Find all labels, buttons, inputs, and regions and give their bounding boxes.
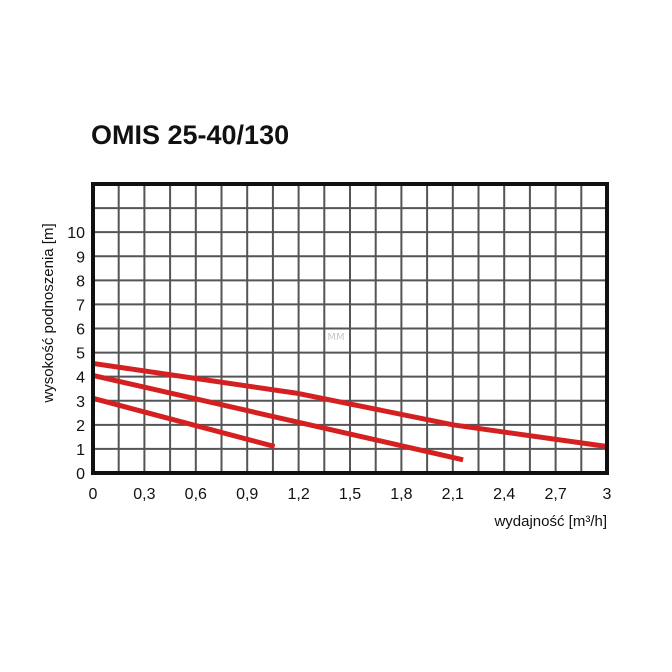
- x-tick-label: 0: [89, 486, 98, 503]
- x-tick-label: 0,6: [185, 486, 207, 503]
- series-line-1: [92, 395, 276, 449]
- x-tick-label: 1,8: [390, 486, 412, 503]
- x-tick-label: 2,7: [544, 486, 566, 503]
- x-tick-label: 0,3: [133, 486, 155, 503]
- y-tick-label: 8: [76, 273, 85, 290]
- y-tick-label: 7: [76, 297, 85, 314]
- y-tick-label: 4: [76, 370, 85, 387]
- watermark: MM: [327, 332, 344, 343]
- y-tick-label: 2: [76, 418, 85, 435]
- x-tick-label: 0,9: [236, 486, 258, 503]
- x-tick-label: 3: [603, 486, 612, 503]
- chart-title: OMIS 25-40/130: [91, 120, 289, 150]
- series-line-3: [92, 360, 608, 449]
- y-tick-label: 5: [76, 346, 85, 363]
- x-tick-label: 2,4: [493, 486, 515, 503]
- plot-frame: [91, 182, 609, 475]
- y-tick-label: 1: [76, 442, 85, 459]
- series-lines: [92, 360, 608, 463]
- x-tick-label: 1,2: [287, 486, 309, 503]
- x-axis-label: wydajność [m³/h]: [493, 513, 607, 530]
- x-tick-label: 1,5: [339, 486, 361, 503]
- y-tick-label: 6: [76, 322, 85, 339]
- grid: [93, 184, 607, 473]
- y-tick-labels: 0 1 2 3 4 5 6 7 8 9 10: [67, 225, 85, 483]
- y-tick-label: 3: [76, 394, 85, 411]
- y-tick-label: 9: [76, 249, 85, 266]
- x-tick-labels: 0 0,3 0,6 0,9 1,2 1,5 1,8 2,1 2,4 2,7 3: [89, 486, 612, 503]
- y-tick-label: 10: [67, 225, 85, 242]
- y-tick-label: 0: [76, 466, 85, 483]
- x-tick-label: 2,1: [442, 486, 464, 503]
- series-line-2: [92, 373, 464, 463]
- y-axis-label: wysokość podnoszenia [m]: [40, 223, 57, 403]
